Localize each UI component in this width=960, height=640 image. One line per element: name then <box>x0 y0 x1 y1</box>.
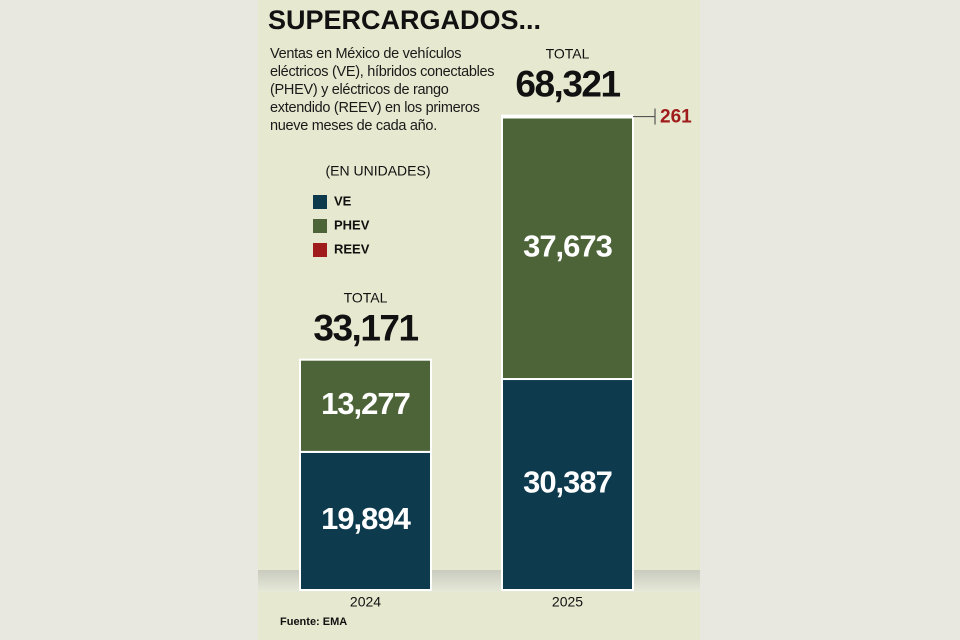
value-label: 37,673 <box>523 228 613 263</box>
value-label: 261 <box>660 107 692 128</box>
legend-swatch <box>313 195 327 209</box>
unit-note: (EN UNIDADES) <box>325 163 430 179</box>
source: Fuente: EMA <box>280 616 347 628</box>
value-label: 30,387 <box>523 465 612 500</box>
x-tick-label: 2024 <box>350 594 381 610</box>
bar-segment <box>299 450 432 592</box>
legend-label: PHEV <box>334 217 370 232</box>
legend-swatch <box>313 219 327 233</box>
legend-label: VE <box>334 193 352 208</box>
total-value: 33,171 <box>313 307 418 348</box>
legend-swatch <box>313 243 327 257</box>
value-label: 13,277 <box>321 386 410 421</box>
bar-segment <box>501 116 634 381</box>
bar-segment <box>501 114 634 119</box>
subtitle: Ventas en México de vehículos eléctricos… <box>270 46 495 134</box>
chart-title: SUPERCARGADOS... <box>268 5 541 35</box>
value-label: 19,894 <box>321 501 412 536</box>
total-caption: TOTAL <box>546 45 590 61</box>
total-value: 68,321 <box>515 63 620 104</box>
total-caption: TOTAL <box>344 289 388 305</box>
legend-label: REEV <box>334 241 370 256</box>
x-tick-label: 2025 <box>552 594 583 610</box>
bar-segment <box>299 358 432 453</box>
